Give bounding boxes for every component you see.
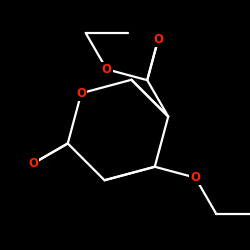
Text: O: O xyxy=(102,63,112,76)
Text: O: O xyxy=(190,171,200,184)
Text: O: O xyxy=(28,157,38,170)
Text: O: O xyxy=(76,87,86,100)
Text: O: O xyxy=(153,33,163,46)
